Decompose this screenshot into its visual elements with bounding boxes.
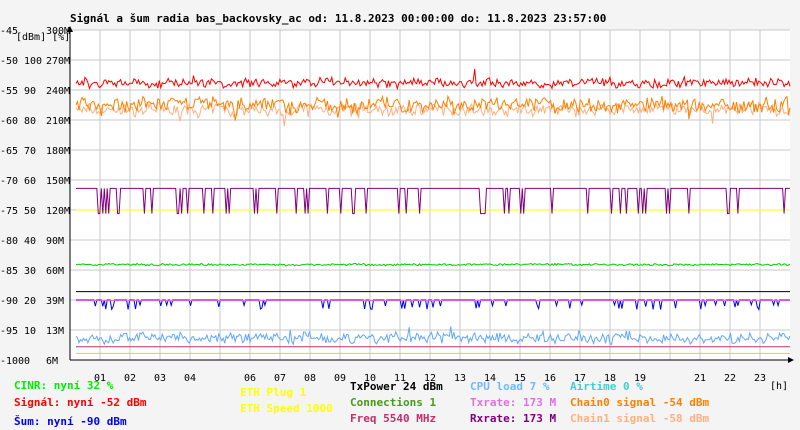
- x-tick-label: 10: [364, 373, 376, 384]
- y-tick-dbm: -65: [0, 146, 18, 157]
- y-tick-rate: 210M: [46, 116, 70, 127]
- x-tick-label: 14: [484, 373, 496, 384]
- x-axis-unit: [h]: [770, 381, 788, 392]
- y-tick-percent: 60: [24, 176, 36, 187]
- x-tick-label: 09: [334, 373, 346, 384]
- y-tick-dbm: -50: [0, 56, 18, 67]
- legend-eth-speed: ETH Speed 1000: [240, 402, 333, 415]
- grid-lines: [70, 29, 790, 361]
- legend-cinr: CINR: nyní 32 %: [14, 379, 114, 392]
- y-tick-rate: 60M: [46, 266, 64, 277]
- legend-cpu-load: CPU load 7 %: [470, 380, 550, 393]
- series-noise: [76, 299, 790, 311]
- y-tick-dbm: -80: [0, 236, 18, 247]
- y-tick-dbm: -70: [0, 176, 18, 187]
- y-tick-rate: 120M: [46, 206, 70, 217]
- x-tick-label: 08: [304, 373, 316, 384]
- y-tick-rate: 90M: [46, 236, 64, 247]
- legend-freq: Freq 5540 MHz: [350, 412, 437, 425]
- y-tick-dbm: -95: [0, 326, 18, 337]
- x-tick-label: 02: [124, 373, 136, 384]
- x-tick-label: 19: [634, 373, 646, 384]
- y-tick-rate: 180M: [46, 146, 70, 157]
- y-tick-percent: 50: [24, 206, 36, 217]
- x-tick-label: 21: [694, 373, 706, 384]
- x-tick-label: 04: [184, 373, 196, 384]
- legend-txrate: Txrate: 173 M: [470, 396, 557, 409]
- legend-signal: Signál: nyní -52 dBm: [14, 396, 147, 409]
- y-tick-dbm: -90: [0, 296, 18, 307]
- x-tick-label: 13: [454, 373, 466, 384]
- x-tick-label: 01: [94, 373, 106, 384]
- y-tick-rate: 39M: [46, 296, 64, 307]
- y-tick-percent: 30: [24, 266, 36, 277]
- x-tick-label: 22: [724, 373, 736, 384]
- x-tick-label: 12: [424, 373, 436, 384]
- x-tick-label: 16: [544, 373, 556, 384]
- y-tick-rate: 6M: [46, 356, 58, 367]
- y-tick-percent: 80: [24, 116, 36, 127]
- left-axis-header: [dBm] [%]: [16, 32, 70, 43]
- y-tick-dbm: -45: [0, 26, 18, 37]
- y-axis-arrow: [67, 26, 73, 32]
- legend-connections: Connections 1: [350, 396, 437, 409]
- y-tick-percent: 70: [24, 146, 36, 157]
- legend-chain0: Chain0 signal -54 dBm: [570, 396, 710, 409]
- legend-eth-plug: ETH Plug 1: [240, 386, 307, 399]
- y-tick-percent: 0: [24, 356, 30, 367]
- y-tick-percent: 20: [24, 296, 36, 307]
- chart-title: Signál a šum radia bas_backovsky_ac od: …: [70, 12, 606, 25]
- x-axis-arrow: [788, 357, 794, 363]
- y-tick-dbm: -75: [0, 206, 18, 217]
- legend-rxrate: Rxrate: 173 M: [470, 412, 557, 425]
- y-tick-dbm: -100: [0, 356, 24, 367]
- y-tick-rate: 150M: [46, 176, 70, 187]
- x-tick-label: 07: [274, 373, 286, 384]
- y-tick-percent: 10: [24, 326, 36, 337]
- y-tick-dbm: -85: [0, 266, 18, 277]
- legend-airtime: Airtime 0 %: [570, 380, 643, 393]
- series-cpu: [75, 326, 791, 346]
- x-tick-label: 17: [574, 373, 586, 384]
- y-tick-dbm: -60: [0, 116, 18, 127]
- series-signal: [75, 68, 791, 91]
- series-rxrate: [76, 187, 790, 215]
- x-tick-label: 06: [244, 373, 256, 384]
- x-tick-label: 03: [154, 373, 166, 384]
- y-tick-rate: 300M: [46, 26, 70, 37]
- x-tick-label: 15: [514, 373, 526, 384]
- series-cinr: [75, 262, 791, 267]
- y-tick-rate: 270M: [46, 56, 70, 67]
- x-tick-label: 18: [604, 373, 616, 384]
- axes: [67, 26, 794, 363]
- y-tick-percent: 90: [24, 86, 36, 97]
- y-tick-rate: 240M: [46, 86, 70, 97]
- y-tick-dbm: -55: [0, 86, 18, 97]
- x-tick-label: 11: [394, 373, 406, 384]
- y-tick-rate: 13M: [46, 326, 64, 337]
- legend-txpower: TxPower 24 dBm: [350, 380, 443, 393]
- legend-noise: Šum: nyní -90 dBm: [14, 415, 127, 428]
- legend-chain1: Chain1 signal -58 dBm: [570, 412, 710, 425]
- y-tick-percent: 100: [24, 56, 42, 67]
- x-axis-ticks: 01 02 03 04 06 07 08 09 10 11 12 13 14 15 16 17 18 19 21 22…: [94, 373, 766, 384]
- y-tick-percent: 40: [24, 236, 36, 247]
- series-chain0: [75, 94, 791, 121]
- x-tick-label: 23: [754, 373, 766, 384]
- series-lines: [75, 68, 791, 354]
- y-axis-ticks: -100 0 6M -95 10 13M -90 20 39M -85 30 60M -80 40 90M -…: [0, 26, 70, 367]
